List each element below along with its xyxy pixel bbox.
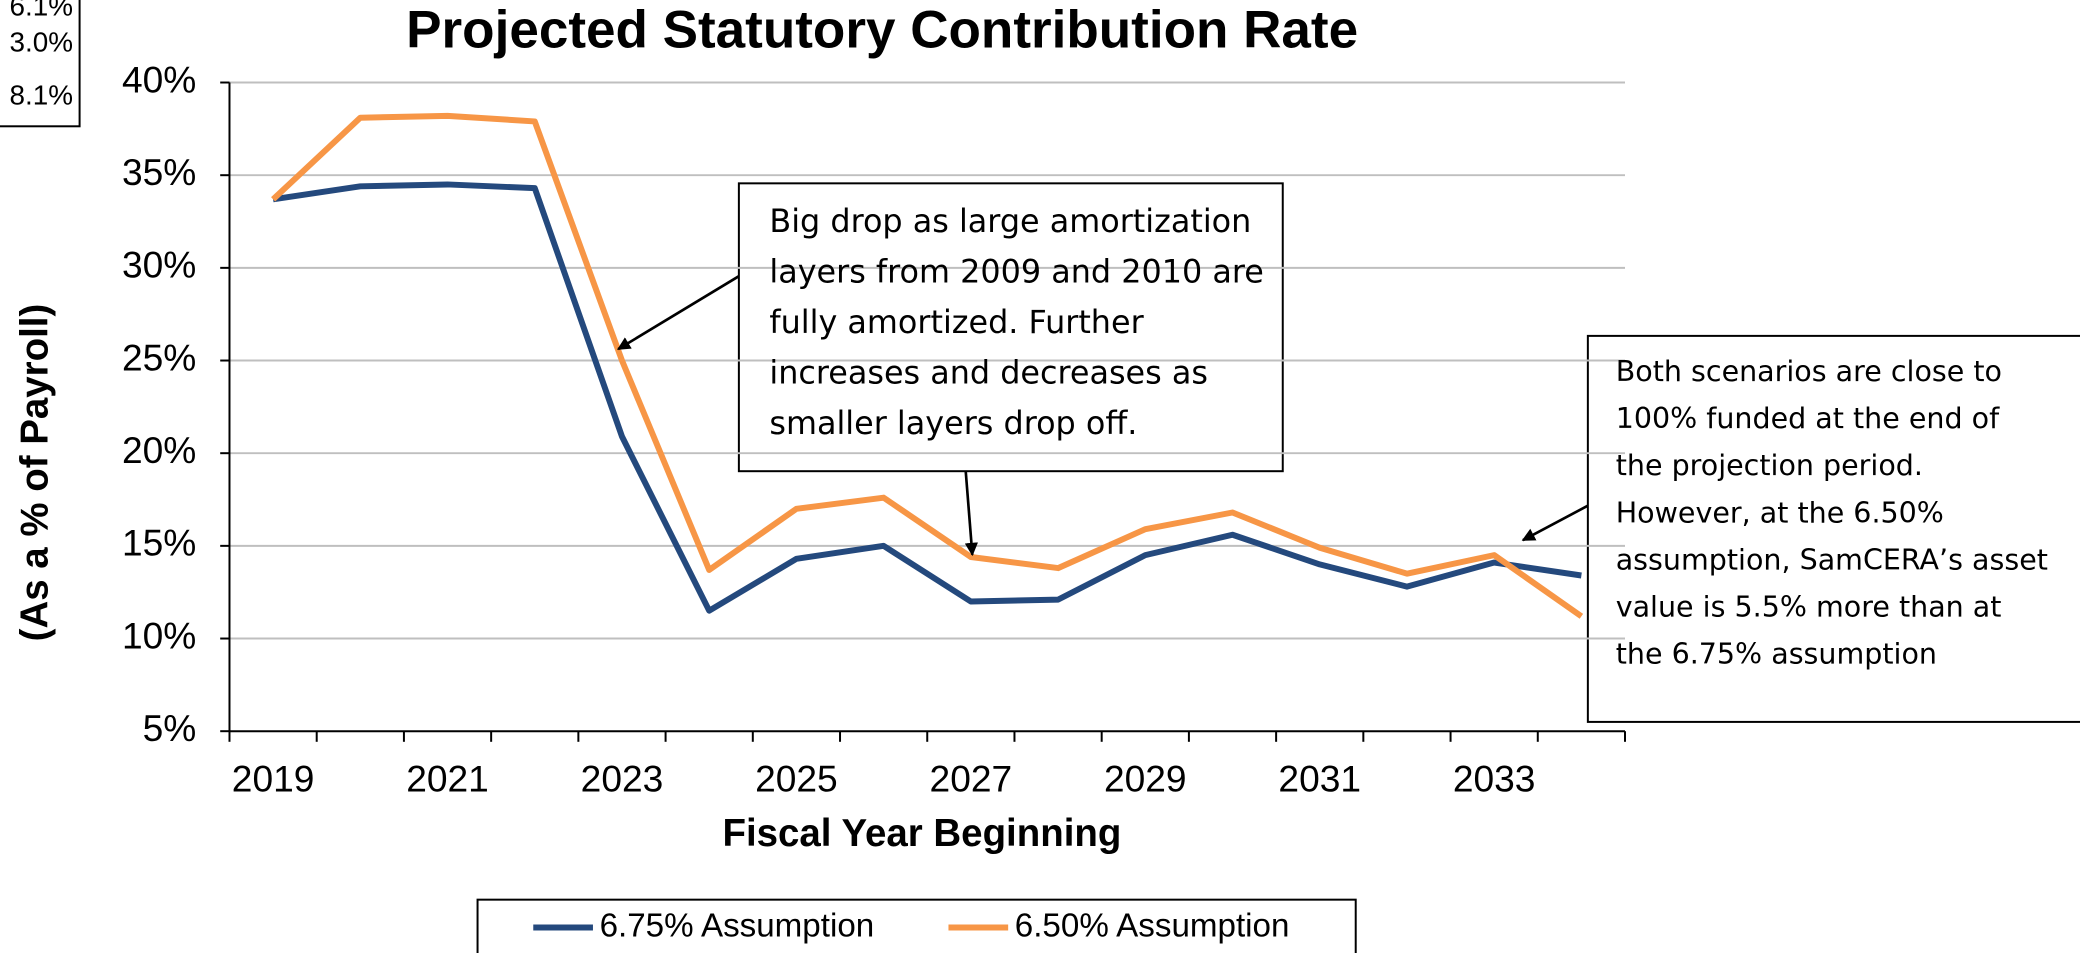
annotation-text: Both scenarios are close to <box>1616 355 2002 388</box>
x-tick-label: 2021 <box>406 757 489 799</box>
x-tick-label: 2033 <box>1453 757 1536 799</box>
annotation-box <box>1586 334 2080 723</box>
annotation-text: the 6.75% assumption <box>1616 638 1937 671</box>
annotation-text: assumption, SamCERA’s asset <box>1616 543 2048 576</box>
x-tick-label: 2027 <box>930 757 1013 799</box>
legend-label: 6.75% Assumption <box>600 907 875 944</box>
annotation-box <box>737 182 1284 473</box>
y-tick-label: 5% <box>143 707 197 749</box>
x-tick-label: 2025 <box>755 757 838 799</box>
y-tick-label: 30% <box>122 244 196 286</box>
y-tick-label: 35% <box>122 151 196 193</box>
cropped-label: 6.1% <box>9 0 72 22</box>
x-tick-label: 2029 <box>1104 757 1187 799</box>
x-tick-label: 2019 <box>232 757 315 799</box>
annotation-arrow <box>1521 504 1589 542</box>
legend-label: 6.50% Assumption <box>1015 907 1290 944</box>
annotation-text: increases and decreases as <box>769 353 1208 391</box>
series-line <box>271 112 1584 619</box>
legend-box <box>476 898 1357 953</box>
chart-title: Projected Statutory Contribution Rate <box>406 0 1358 59</box>
annotation-text: value is 5.5% more than at <box>1616 590 2002 623</box>
y-tick-label: 40% <box>122 58 196 100</box>
annotation-text: the projection period. <box>1616 449 1923 482</box>
y-tick-label: 25% <box>122 336 196 378</box>
x-tick-label: 2023 <box>581 757 664 799</box>
annotation-text: Big drop as large amortization <box>769 202 1251 240</box>
y-tick-label: 20% <box>122 429 196 471</box>
cropped-label: 3.0% <box>9 26 72 57</box>
cropped-box <box>0 0 81 128</box>
annotation-arrow <box>617 275 740 351</box>
series-line <box>272 181 1582 614</box>
y-axis-title: (As a % of Payroll) <box>13 304 56 642</box>
annotation-text: However, at the 6.50% <box>1616 496 1944 529</box>
annotation-text: fully amortized. Further <box>769 303 1144 341</box>
annotation-arrow <box>964 471 979 557</box>
y-tick-label: 15% <box>122 522 196 564</box>
cropped-label: 8.1% <box>9 79 72 110</box>
x-tick-label: 2031 <box>1278 757 1361 799</box>
annotation-text: smaller layers drop off. <box>769 404 1137 442</box>
annotation-text: layers from 2009 and 2010 are <box>769 253 1263 291</box>
annotation-text: 100% funded at the end of <box>1616 402 2000 435</box>
y-tick-label: 10% <box>122 614 196 656</box>
x-axis-title: Fiscal Year Beginning <box>722 812 1121 855</box>
